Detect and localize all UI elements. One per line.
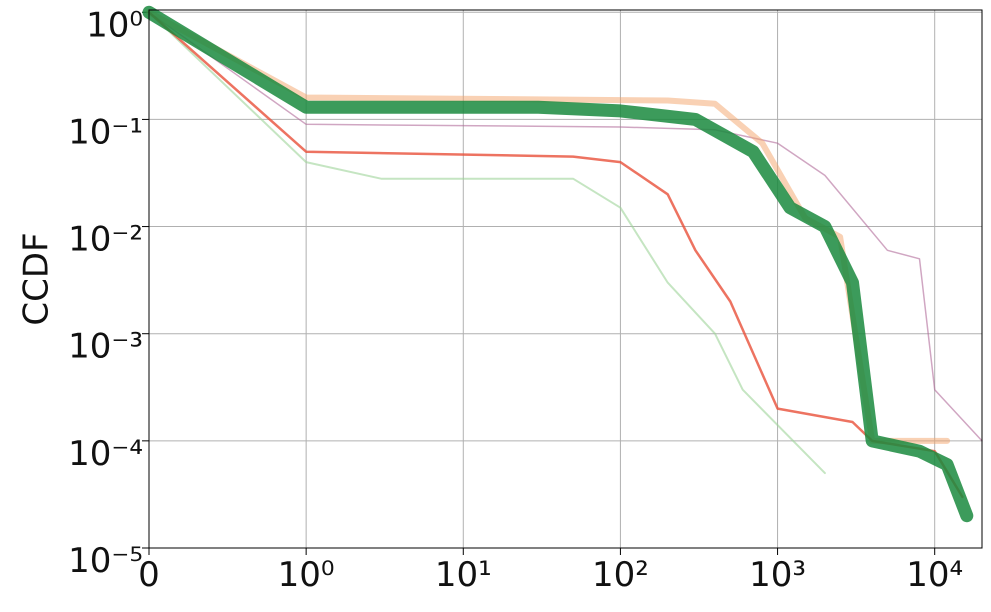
x-tick-label: 10⁰ [278, 555, 335, 595]
series-line [148, 11, 983, 442]
x-tick-label: 10² [592, 555, 649, 595]
y-tick-label: 10⁻⁴ [68, 434, 143, 474]
series-line [142, 5, 974, 523]
x-tick-label: 10⁴ [906, 555, 963, 595]
y-tick-label: 10⁻² [68, 220, 143, 260]
x-tick-label: 0 [138, 555, 160, 595]
y-axis-label: CCDF [17, 232, 57, 325]
series-line [148, 11, 826, 475]
plot-frame [148, 9, 983, 549]
y-tick-label: 10⁰ [86, 5, 143, 45]
y-tick-label: 10⁻³ [68, 327, 143, 367]
y-tick-label: 10⁻⁵ [68, 541, 143, 581]
x-tick-label: 10¹ [435, 555, 492, 595]
y-tick-label: 10⁻¹ [68, 112, 143, 152]
x-tick-label: 10³ [749, 555, 806, 595]
